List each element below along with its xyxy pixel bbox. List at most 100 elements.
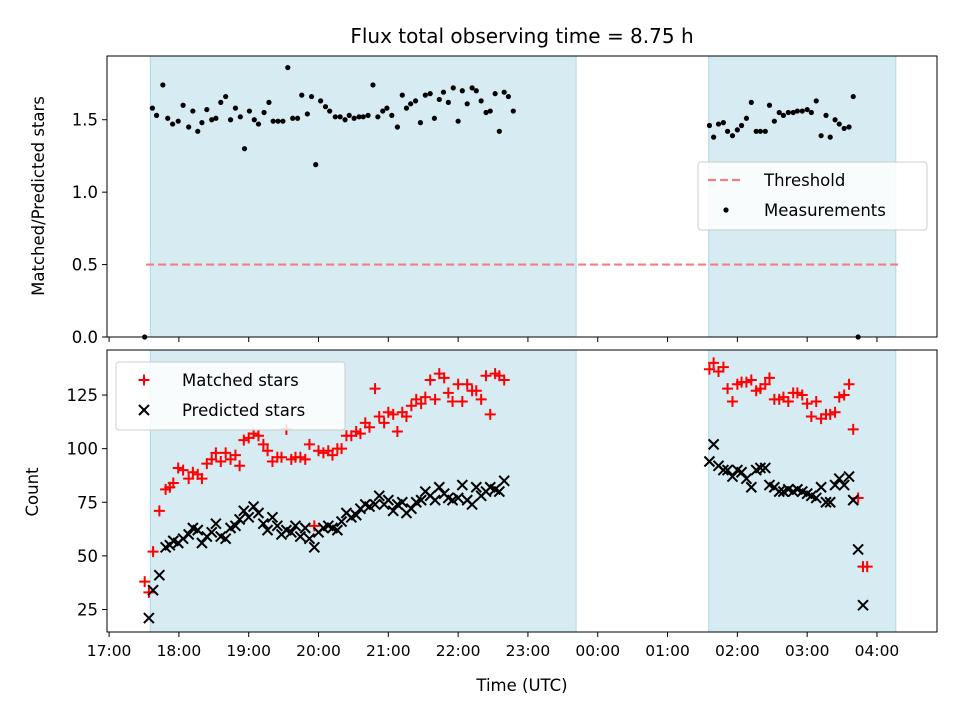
- matched-stars-point: [824, 408, 836, 420]
- matched-stars-point: [791, 387, 803, 399]
- predicted-stars-point: [373, 490, 385, 502]
- x-tick-label: 17:00: [87, 642, 132, 660]
- predicted-stars-point: [285, 526, 297, 538]
- measurements-point: [818, 133, 824, 139]
- x-tick-label: 02:00: [715, 642, 760, 660]
- measurements-point: [483, 109, 489, 116]
- measurements-point: [195, 128, 201, 134]
- predicted-stars-point: [331, 524, 344, 536]
- measurements-point: [832, 117, 838, 123]
- measurements-point: [346, 112, 352, 118]
- predicted-stars-point: [308, 541, 321, 554]
- matched-stars-point: [810, 395, 822, 407]
- measurements-point: [149, 105, 155, 111]
- measurements-point: [337, 114, 343, 120]
- predicted-stars-point: [242, 511, 255, 523]
- predicted-stars-point: [726, 470, 739, 483]
- matched-stars-point: [703, 363, 715, 375]
- matched-stars-point: [220, 447, 232, 459]
- measurements-point: [327, 108, 333, 114]
- predicted-stars-point: [452, 492, 464, 504]
- matched-stars-point: [480, 370, 492, 382]
- measurements-point: [227, 117, 234, 123]
- measurements-point: [153, 112, 160, 118]
- matched-stars-point: [143, 586, 155, 598]
- matched-stars-point: [470, 385, 482, 397]
- matched-stars-point: [726, 395, 738, 407]
- matched-stars-point: [717, 361, 729, 373]
- matched-stars-point: [429, 393, 441, 405]
- matched-stars-point: [234, 460, 246, 472]
- bottom-panel: 25 50 75 100 125 17:00 18:00 19:00 20:00 21:00 22:…: [67, 349, 938, 660]
- predicted-stars-point: [754, 462, 767, 474]
- top-axes-frame: [106, 55, 938, 338]
- predicted-stars-point: [350, 509, 362, 521]
- predicted-stars-point: [717, 464, 730, 476]
- matched-stars-point: [419, 391, 431, 403]
- measurements-point: [351, 115, 357, 121]
- predicted-stars-point: [182, 528, 195, 541]
- matched-stars-point: [183, 473, 195, 485]
- measurements-point: [427, 91, 433, 97]
- predicted-stars-point: [773, 485, 785, 498]
- matched-stars-point: [843, 378, 855, 390]
- predicted-stars-point: [721, 464, 734, 476]
- matched-stars-point: [262, 445, 274, 457]
- matched-stars-point: [708, 357, 720, 369]
- measurements-point: [715, 121, 722, 127]
- top-y-tick-label: 0.0: [72, 328, 98, 347]
- measurements-point: [375, 114, 381, 120]
- measurements-point: [757, 128, 763, 134]
- measurements-point: [729, 133, 736, 139]
- matched-stars-point: [187, 466, 199, 478]
- matched-stars-point: [303, 438, 315, 450]
- matched-stars-point: [861, 561, 873, 573]
- predicted-stars-point: [740, 472, 753, 485]
- predicted-stars-point: [219, 533, 232, 545]
- x-tick-label: 21:00: [366, 642, 411, 660]
- matched-stars-point: [308, 520, 320, 532]
- matched-stars-point: [484, 408, 496, 420]
- matched-stars-point: [172, 462, 184, 474]
- predicted-stars-point: [147, 584, 159, 596]
- predicted-stars-point: [303, 533, 316, 545]
- predicted-stars-point: [815, 481, 827, 493]
- predicted-stars-point: [824, 496, 836, 508]
- predicted-stars-point: [429, 494, 441, 506]
- measurements-point: [342, 117, 348, 123]
- measurements-point: [261, 109, 267, 116]
- measurements-point: [720, 120, 726, 126]
- x-tick-label: 19:00: [226, 642, 271, 660]
- matched-stars-point: [400, 410, 412, 422]
- measurements-point: [790, 109, 796, 116]
- measurements-point: [422, 92, 428, 98]
- measurements-point: [766, 102, 773, 108]
- matched-stars-point: [276, 451, 288, 463]
- matched-stars-point: [438, 372, 450, 384]
- matched-stars-point: [317, 447, 329, 459]
- x-tick-label: 20:00: [296, 642, 341, 660]
- predicted-stars-point: [405, 502, 418, 515]
- measurements-point: [299, 92, 305, 98]
- predicted-stars-point: [238, 505, 250, 517]
- measurements-point: [771, 118, 777, 124]
- measurements-point: [246, 108, 253, 114]
- matched-stars-point: [326, 449, 338, 461]
- measurements-point: [180, 102, 186, 108]
- measurements-point: [804, 106, 810, 113]
- measurements-point: [175, 118, 181, 124]
- predicted-stars-point: [456, 479, 469, 491]
- predicted-stars-point: [233, 513, 246, 526]
- measurements-point: [241, 146, 248, 152]
- legend-measurements-label: Measurements: [764, 201, 886, 220]
- measurements-point: [436, 96, 442, 103]
- bottom-axes-frame: [106, 349, 938, 633]
- matched-stars-point: [354, 428, 366, 440]
- matched-stars-point: [796, 389, 808, 401]
- predicted-stars-point: [759, 462, 771, 474]
- predicted-stars-point: [252, 507, 265, 519]
- measurements-point: [706, 122, 713, 129]
- measurements-point: [464, 101, 470, 107]
- top-legend-box: [697, 161, 928, 231]
- measurements-point: [285, 64, 291, 71]
